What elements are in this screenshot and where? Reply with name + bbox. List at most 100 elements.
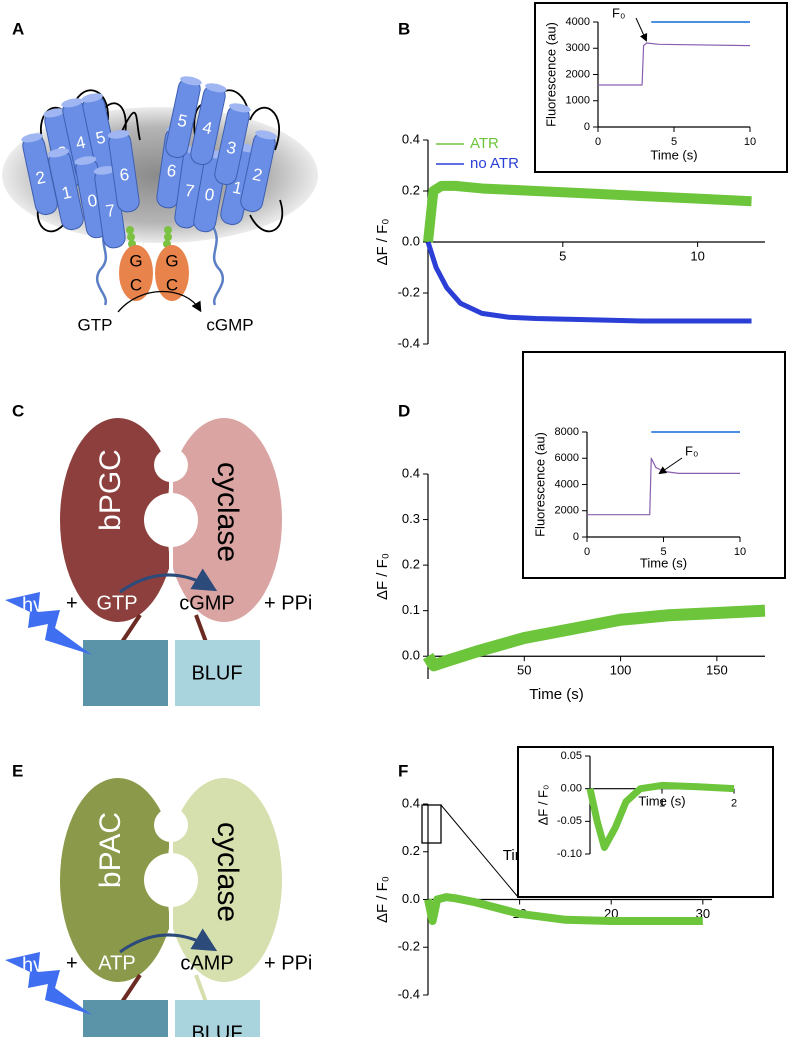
y-axis-label: ΔF / F₀ [535,785,550,826]
helix-top [21,133,43,143]
x-tick-label: 150 [706,663,728,678]
zoom-line [440,804,519,898]
x-tick-label: 0 [584,546,590,558]
helix-top [107,130,130,139]
sensor-domain [175,1000,260,1037]
stalk [120,973,142,1004]
y-tick-label: 0.4 [402,131,420,146]
reaction-arrow [119,568,218,594]
y-tick-label: 0.0 [402,891,420,906]
notch [159,588,183,612]
y-tick-label: 0.4 [402,465,420,480]
y-tick-label: 0.00 [561,783,582,795]
y-tick-label: 3000 [566,42,590,54]
helix-top [205,83,227,93]
byproduct: + PPi [264,952,312,974]
inset-frame [517,746,774,898]
notch [157,414,185,442]
helix-label: 6 [166,161,178,181]
stalk [194,614,208,643]
light: hν [22,594,43,616]
helix-top [47,148,69,158]
y-tick-label: 0.4 [402,795,420,810]
notch [144,493,198,547]
byproduct: + PPi [264,592,312,614]
helix-top [81,93,103,103]
y-tick-label: 0.2 [402,843,420,858]
panel-label: B [398,19,410,38]
y-tick-label: 0.0 [402,648,420,663]
y-axis-label: Fluorescence (au) [543,22,558,127]
helix: 1 [47,148,84,231]
series-line [422,604,766,672]
helix-label: 5 [176,111,189,132]
helix-top [74,156,97,165]
y-tick-label: 6000 [555,452,579,464]
notch [157,774,185,802]
helix: 5 [165,76,202,159]
light-bolt [5,592,92,655]
helix-label: 5 [94,128,107,149]
y-tick-label: 0.0 [402,233,420,248]
zoom-box [421,804,442,844]
x-tick-label: 10 [744,136,756,148]
x-tick-label: 100 [610,663,632,678]
x-tick-label: 10 [690,248,704,263]
sensor-domain [175,640,260,706]
product: cGMP [206,315,253,334]
x-axis-label: Time (s) [640,555,687,570]
x-tick-label: 50 [517,663,531,678]
helix: 3 [214,103,251,186]
x-tick-label: 5 [671,136,677,148]
substrate: GTP [96,592,137,614]
series-line [425,241,752,324]
helix-top [229,103,251,113]
enzyme-name: bPGC [94,449,127,531]
stalk [120,613,142,644]
y-tick-label: -0.05 [557,815,582,827]
plus: + [66,952,78,974]
gc-domain [119,245,153,301]
enzyme-name: bPAC [94,812,127,888]
annotation: F₀ [685,443,698,458]
enzyme-domain [60,778,176,982]
reaction-arrow [117,290,202,313]
helix: 4 [190,83,227,166]
helix-label: 2 [34,168,47,189]
x-axis-label: Time (s) [529,686,583,703]
series-line [424,893,703,925]
inset-frame [534,2,788,173]
helix-top [93,166,116,175]
helix-label: 0 [86,191,99,211]
substrate: GTP [78,315,113,334]
notch [154,808,188,842]
y-tick-label: 0.05 [561,750,582,762]
helix-label: 3 [225,138,238,159]
y-axis-label: ΔF / F₀ [374,876,391,923]
x-tick-label: 5 [660,546,666,558]
plus: + [66,592,78,614]
annotation-arrow [635,17,648,42]
panel-label: A [12,19,24,38]
annotation: F₀ [612,5,625,20]
notch [154,448,188,482]
domain-label: G [165,251,178,270]
sensor-domain [83,640,168,706]
sensor-domain [83,1000,168,1037]
helix-top [255,130,277,140]
helix-top [180,76,202,86]
helix-label: 6 [118,165,130,185]
partner-name: cyclase [211,822,244,922]
panel-label: C [12,401,24,420]
chart: 0.05 0.00 -0.05 -0.10 1 2 Time (s) ΔF / F₀ [517,746,774,898]
domain-label: G [129,251,142,270]
y-tick-label: 0 [584,121,590,133]
y-tick-label: 0 [573,531,579,543]
series-line [587,457,740,516]
y-tick-label: 2000 [555,505,579,517]
product: cAMP [180,952,233,974]
y-tick-label: 0.1 [402,602,420,617]
helix: 2 [21,133,58,216]
product: cGMP [179,592,235,614]
